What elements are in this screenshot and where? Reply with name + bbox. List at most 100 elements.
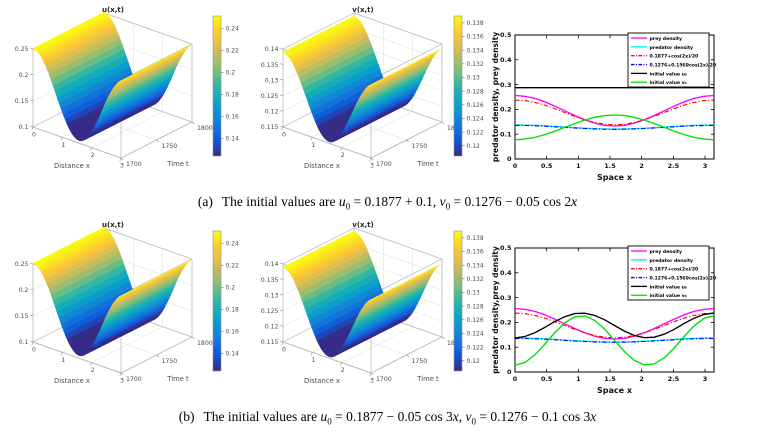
svg-text:0.13: 0.13	[265, 292, 279, 299]
svg-text:1700: 1700	[126, 376, 142, 383]
svg-text:0.18: 0.18	[226, 92, 240, 99]
series-prey-density	[514, 307, 715, 340]
svg-text:2.5: 2.5	[668, 162, 680, 170]
axes-tick-labels: 0 0.5 1 1.5 2 2.5 3 0 0.1 0.2 0.3 0.4 0.5 Space x pred…	[491, 244, 714, 395]
colorbar: 0.14 0.16 0.18 0.2 0.22 0.24	[212, 230, 240, 372]
caption-a: (a) The initial values are u0 = 0.1877 + …	[197, 194, 578, 212]
svg-text:0.22: 0.22	[226, 48, 240, 55]
svg-text:0.5: 0.5	[500, 31, 512, 39]
svg-text:0.16: 0.16	[226, 114, 240, 121]
svg-text:0.12: 0.12	[265, 109, 279, 116]
svg-text:1700: 1700	[376, 161, 392, 168]
svg-text:0.22: 0.22	[226, 263, 240, 270]
svg-text:0.2: 0.2	[500, 319, 512, 327]
y-axis-label: predator density, prey density	[491, 32, 500, 162]
svg-text:0.136: 0.136	[467, 249, 484, 256]
series-lines	[514, 307, 715, 366]
t-axis-label: Time t	[166, 375, 189, 383]
svg-text:0: 0	[507, 368, 512, 376]
svg-text:0.2: 0.2	[226, 285, 236, 292]
caption-label: (a)	[197, 194, 213, 209]
svg-text:0.25: 0.25	[15, 261, 29, 268]
svg-text:3: 3	[703, 375, 708, 383]
svg-text:0.14: 0.14	[265, 46, 279, 53]
svg-text:0.15: 0.15	[15, 313, 29, 320]
x-axis-label: Distance x	[54, 162, 90, 170]
svg-text:0.122: 0.122	[467, 344, 484, 351]
surface-mesh	[282, 15, 443, 159]
svg-text:1750: 1750	[412, 143, 428, 150]
svg-text:3: 3	[120, 163, 124, 170]
surface-3d-svg: 0.1 0.15 0.2 0.25 0 1 2 3 1700 1750 1800 Distance x…	[15, 6, 240, 170]
caption-b: (b) The initial values are u0 = 0.1877 − …	[178, 409, 597, 427]
svg-text:1: 1	[311, 357, 315, 364]
svg-text:0.2: 0.2	[226, 70, 236, 77]
svg-text:initial value v₀: initial value v₀	[650, 293, 687, 299]
svg-text:0.4: 0.4	[500, 269, 512, 277]
svg-text:0: 0	[513, 375, 518, 383]
surface-3d-svg: 0.1 0.15 0.2 0.25 0 1 2 3 1700 1750 1800 Distance x…	[15, 221, 240, 385]
axes-tick-labels: 0.1 0.15 0.2 0.25 0 1 2 3 1700 1750 1800 Distance x…	[15, 221, 213, 385]
line-chart-row-a: 0 0.5 1 1.5 2 2.5 3 0 0.1 0.2 0.3 0.4 0.5 Space x pred…	[490, 20, 775, 192]
svg-text:2: 2	[341, 152, 345, 159]
colorbar: 0.14 0.16 0.18 0.2 0.22 0.24	[212, 15, 240, 157]
series-lines	[514, 87, 715, 141]
svg-text:0.16: 0.16	[226, 329, 240, 336]
svg-text:0.138: 0.138	[467, 20, 484, 27]
axes-tick-labels: 0.1150.120.1250.130.1350.140123170017501…	[261, 6, 463, 170]
svg-text:0.1: 0.1	[500, 343, 512, 351]
colorbar: 0.12 0.122 0.124 0.126 0.128 0.13 0.132 0.134 0.…	[453, 230, 484, 372]
surface-mesh	[32, 11, 193, 159]
svg-text:0: 0	[32, 347, 36, 354]
series-0-1877-cos-2x-20	[514, 312, 715, 339]
svg-text:0.12: 0.12	[467, 358, 481, 365]
t-axis-label: Time t	[416, 160, 439, 168]
svg-text:0: 0	[282, 132, 286, 139]
series-0-1877-cos-2x-20	[514, 99, 715, 126]
svg-text:0.4: 0.4	[500, 56, 512, 64]
svg-text:1750: 1750	[162, 358, 178, 365]
x-axis-label: Distance x	[54, 377, 90, 385]
svg-text:0.1276+0.1569cos(2x)/20: 0.1276+0.1569cos(2x)/20	[650, 275, 717, 281]
svg-text:0.128: 0.128	[467, 88, 484, 95]
surface-3d-svg: 0.1150.120.1250.130.1350.140123170017501…	[261, 6, 484, 170]
svg-text:0.122: 0.122	[467, 129, 484, 136]
svg-text:1.5: 1.5	[604, 375, 616, 383]
svg-text:1: 1	[61, 357, 65, 364]
svg-text:0.5: 0.5	[541, 162, 553, 170]
svg-text:0.1: 0.1	[500, 130, 512, 138]
svg-text:3: 3	[370, 163, 374, 170]
svg-text:predator density: predator density	[650, 45, 694, 51]
svg-text:prey density: prey density	[650, 36, 683, 42]
svg-text:0.138: 0.138	[467, 235, 484, 242]
svg-text:2: 2	[91, 152, 95, 159]
plot-title: u(x,t)	[102, 221, 124, 229]
surface-plot-v-row-b: 0.1150.120.1250.130.1350.140123170017501…	[255, 217, 490, 409]
svg-text:0.126: 0.126	[467, 317, 484, 324]
svg-text:0.2: 0.2	[500, 106, 512, 114]
line-chart-svg: 0 0.5 1 1.5 2 2.5 3 0 0.1 0.2 0.3 0.4 0.5 Space x pred…	[491, 244, 717, 395]
svg-text:0.18: 0.18	[226, 307, 240, 314]
svg-text:predator density: predator density	[650, 258, 694, 264]
svg-text:0.1276+0.1569cos(2x)/20: 0.1276+0.1569cos(2x)/20	[650, 62, 717, 68]
svg-text:2: 2	[639, 162, 644, 170]
surface-plot-u-row-a: 0.1 0.15 0.2 0.25 0 1 2 3 1700 1750 1800 Distance x…	[5, 2, 255, 194]
svg-text:0: 0	[513, 162, 518, 170]
svg-text:1750: 1750	[162, 143, 178, 150]
t-axis-label: Time t	[416, 375, 439, 383]
svg-text:1: 1	[61, 142, 65, 149]
legend: prey density predator density 0.1877+cos(2…	[627, 32, 717, 88]
svg-text:0.14: 0.14	[226, 351, 240, 358]
svg-text:2: 2	[639, 375, 644, 383]
svg-text:0: 0	[282, 347, 286, 354]
svg-text:0.132: 0.132	[467, 61, 484, 68]
svg-text:0.24: 0.24	[226, 26, 240, 33]
svg-text:prey density: prey density	[650, 249, 683, 255]
plot-title: u(x,t)	[102, 6, 124, 14]
surface-plot-u-row-b: 0.1 0.15 0.2 0.25 0 1 2 3 1700 1750 1800 Distance x…	[5, 217, 255, 409]
svg-text:1: 1	[576, 162, 581, 170]
svg-text:0.115: 0.115	[261, 339, 279, 346]
svg-text:0.13: 0.13	[467, 290, 481, 297]
surface-mesh	[32, 226, 193, 374]
svg-text:0.1: 0.1	[19, 339, 29, 346]
